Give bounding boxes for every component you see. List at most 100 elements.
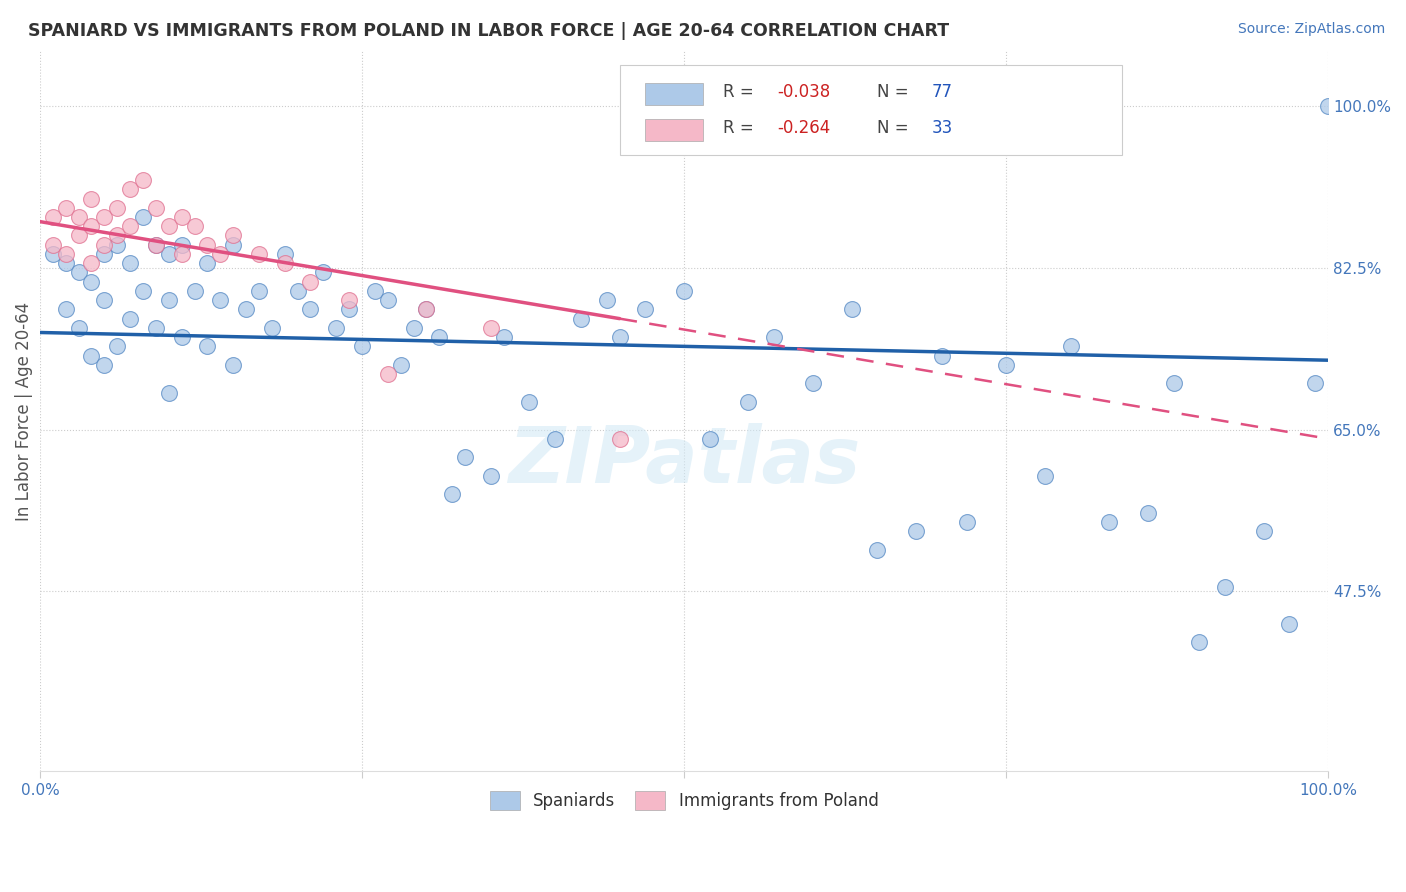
Point [67,265,90,279]
Point [55,201,77,215]
Point [1303,376,1326,391]
Point [145,201,167,215]
Point [183,219,205,234]
Point [105,237,128,252]
Point [170,237,193,252]
Point [260,321,283,335]
Point [350,339,373,353]
Point [1163,376,1185,391]
Point [931,349,953,363]
FancyBboxPatch shape [620,65,1122,155]
Point [1213,580,1236,594]
Point [222,358,245,372]
Text: 33: 33 [931,119,953,136]
Point [634,302,657,317]
Point [841,302,863,317]
Point [415,302,437,317]
Point [569,311,592,326]
Point [132,284,155,298]
Text: -0.264: -0.264 [776,119,830,136]
Point [120,311,142,326]
Point [67,210,90,224]
Point [441,487,464,501]
Point [105,228,128,243]
Point [492,330,515,344]
Point [80,275,103,289]
Point [479,321,502,335]
Point [80,256,103,270]
Point [377,367,399,381]
Point [170,247,193,261]
Point [1317,99,1340,113]
Point [145,237,167,252]
Point [454,450,477,465]
Point [222,228,245,243]
Point [377,293,399,307]
Point [402,321,425,335]
Point [197,237,219,252]
Point [209,247,232,261]
FancyBboxPatch shape [645,83,703,104]
Point [287,284,309,298]
Point [93,210,115,224]
Point [42,237,65,252]
Point [157,219,180,234]
Point [415,302,437,317]
Point [299,275,322,289]
Point [170,210,193,224]
Point [1136,506,1159,520]
Point [55,247,77,261]
Point [132,210,155,224]
Point [801,376,824,391]
Point [609,432,631,446]
Point [247,247,270,261]
Y-axis label: In Labor Force | Age 20-64: In Labor Force | Age 20-64 [15,301,32,521]
Point [183,284,205,298]
Point [337,302,360,317]
Point [956,515,979,529]
Point [93,237,115,252]
Point [93,358,115,372]
Point [120,182,142,196]
Point [80,349,103,363]
Point [93,293,115,307]
Point [157,385,180,400]
Point [866,542,889,557]
Text: 77: 77 [931,83,952,101]
Point [42,247,65,261]
Point [544,432,567,446]
Point [389,358,412,372]
Point [105,201,128,215]
Point [337,293,360,307]
Text: R =: R = [723,83,759,101]
Point [995,358,1018,372]
Point [737,394,759,409]
Point [197,339,219,353]
Point [157,247,180,261]
Legend: Spaniards, Immigrants from Poland: Spaniards, Immigrants from Poland [484,785,886,817]
Point [197,256,219,270]
Point [235,302,257,317]
Point [120,219,142,234]
Point [145,321,167,335]
Point [42,210,65,224]
Point [209,293,232,307]
Point [596,293,619,307]
Point [609,330,631,344]
Point [157,293,180,307]
Point [364,284,387,298]
Point [247,284,270,298]
Point [299,302,322,317]
Point [1033,468,1056,483]
Point [80,219,103,234]
Point [55,256,77,270]
Point [55,302,77,317]
Point [222,237,245,252]
Point [312,265,335,279]
Point [170,330,193,344]
Text: R =: R = [723,119,759,136]
Point [93,247,115,261]
Point [519,394,541,409]
Point [120,256,142,270]
Point [67,321,90,335]
